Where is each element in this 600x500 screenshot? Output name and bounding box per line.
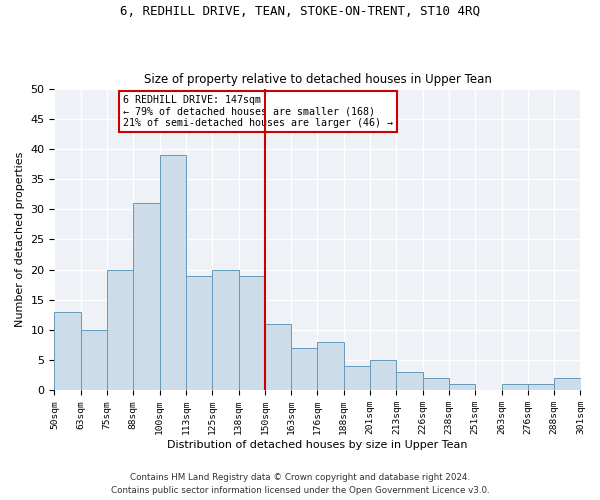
Bar [502,384,528,390]
Text: Contains HM Land Registry data © Crown copyright and database right 2024.
Contai: Contains HM Land Registry data © Crown c… [110,474,490,495]
Bar [317,342,344,390]
Text: 6 REDHILL DRIVE: 147sqm
← 79% of detached houses are smaller (168)
21% of semi-d: 6 REDHILL DRIVE: 147sqm ← 79% of detache… [123,94,393,128]
Bar [449,384,475,390]
Bar [160,155,186,390]
Bar [528,384,554,390]
X-axis label: Distribution of detached houses by size in Upper Tean: Distribution of detached houses by size … [167,440,468,450]
Bar [186,276,212,390]
Bar [107,270,133,390]
Bar [55,312,81,390]
Bar [212,270,239,390]
Bar [397,372,422,390]
Bar [291,348,317,390]
Text: 6, REDHILL DRIVE, TEAN, STOKE-ON-TRENT, ST10 4RQ: 6, REDHILL DRIVE, TEAN, STOKE-ON-TRENT, … [120,5,480,18]
Y-axis label: Number of detached properties: Number of detached properties [15,152,25,327]
Bar [554,378,581,390]
Title: Size of property relative to detached houses in Upper Tean: Size of property relative to detached ho… [143,73,491,86]
Bar [133,203,160,390]
Bar [344,366,370,390]
Bar [265,324,291,390]
Bar [370,360,397,390]
Bar [239,276,265,390]
Bar [81,330,107,390]
Bar [422,378,449,390]
